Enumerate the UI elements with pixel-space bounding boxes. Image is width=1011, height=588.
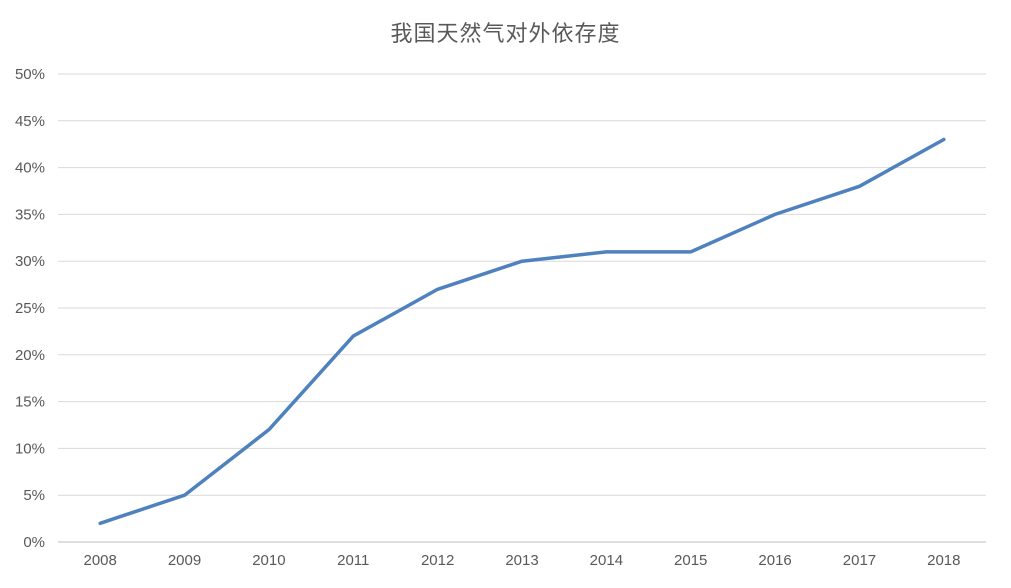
x-tick-label: 2008 bbox=[83, 552, 116, 569]
y-tick-label: 25% bbox=[15, 300, 45, 317]
y-tick-label: 40% bbox=[15, 160, 45, 177]
y-tick-label: 50% bbox=[15, 66, 45, 83]
x-tick-label: 2009 bbox=[168, 552, 201, 569]
y-tick-label: 45% bbox=[15, 113, 45, 130]
y-tick-label: 5% bbox=[23, 487, 45, 504]
y-tick-label: 35% bbox=[15, 206, 45, 223]
x-tick-label: 2012 bbox=[421, 552, 454, 569]
x-tick-label: 2015 bbox=[674, 552, 707, 569]
y-tick-label: 30% bbox=[15, 253, 45, 270]
y-tick-label: 10% bbox=[15, 440, 45, 457]
x-tick-label: 2010 bbox=[252, 552, 285, 569]
x-tick-label: 2016 bbox=[758, 552, 791, 569]
x-tick-label: 2014 bbox=[590, 552, 623, 569]
data-series-line bbox=[98, 137, 946, 526]
y-tick-label: 15% bbox=[15, 394, 45, 411]
x-tick-label: 2018 bbox=[927, 552, 960, 569]
y-tick-label: 0% bbox=[23, 534, 45, 551]
x-tick-label: 2011 bbox=[337, 552, 369, 569]
x-tick-label: 2013 bbox=[505, 552, 538, 569]
chart-title: 我国天然气对外依存度 bbox=[390, 21, 621, 46]
x-tick-label: 2017 bbox=[843, 552, 876, 569]
y-tick-label: 20% bbox=[15, 347, 45, 364]
